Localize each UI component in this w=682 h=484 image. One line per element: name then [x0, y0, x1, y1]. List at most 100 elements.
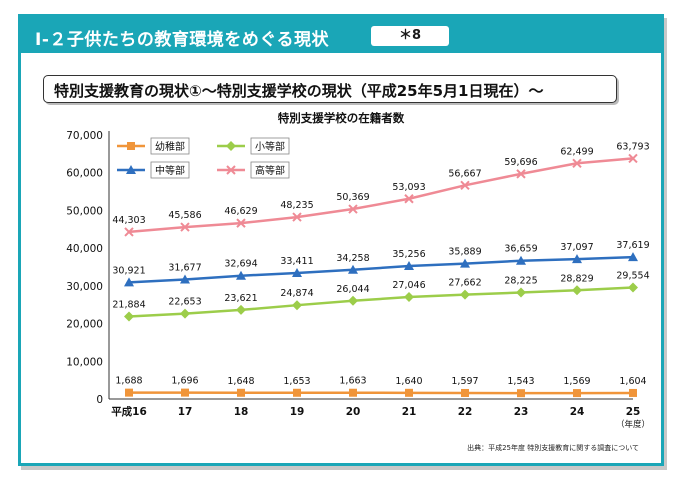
legend-label-box — [150, 137, 190, 155]
data-label: 34,258 — [336, 253, 369, 264]
y-tick-label: 20,000 — [66, 319, 103, 331]
legend-marker — [226, 141, 236, 151]
y-tick-label: 50,000 — [66, 205, 103, 217]
data-point — [517, 389, 525, 398]
x-unit-label: （年度） — [616, 419, 650, 430]
data-point — [292, 300, 302, 311]
data-point — [629, 388, 637, 397]
legend-marker — [127, 142, 135, 150]
series-line-0 — [128, 391, 634, 395]
data-point — [404, 261, 414, 271]
x-tick-label: 19 — [290, 406, 305, 418]
data-label: 1,569 — [563, 376, 590, 387]
data-point — [348, 204, 358, 214]
data-label: 21,884 — [112, 299, 145, 310]
header-title: Ⅰ-２子供たちの教育環境をめぐる現状 — [35, 30, 330, 50]
legend-label: 小等部 — [255, 140, 285, 153]
data-label: 37,619 — [616, 240, 649, 251]
x-tick-label: 平成16 — [111, 405, 147, 418]
legend-label-box — [150, 161, 190, 179]
data-point — [461, 388, 469, 397]
data-point — [124, 311, 134, 322]
data-point — [348, 295, 358, 306]
data-label: 32,694 — [224, 259, 257, 270]
data-label: 23,621 — [224, 293, 257, 304]
slide-card: Ⅰ-２子供たちの教育環境をめぐる現状 ＊8 特別支援教育の現状①～特別支援学校の… — [18, 14, 664, 466]
data-label: 37,097 — [560, 242, 593, 253]
data-label: 28,829 — [560, 273, 593, 284]
data-point — [404, 194, 414, 204]
data-label: 30,921 — [112, 265, 145, 276]
data-label: 36,659 — [504, 244, 537, 255]
data-point — [125, 388, 133, 397]
data-label: 35,889 — [448, 247, 481, 258]
data-point — [572, 254, 582, 264]
data-point — [628, 252, 638, 262]
data-label: 1,696 — [171, 376, 198, 387]
data-label: 1,543 — [507, 376, 534, 387]
data-label: 59,696 — [504, 157, 537, 168]
x-tick-label: 24 — [570, 406, 585, 418]
data-point — [236, 304, 246, 315]
data-point — [460, 258, 470, 268]
data-point — [516, 255, 526, 265]
legend-label: 中等部 — [155, 164, 185, 177]
data-point — [124, 227, 134, 237]
data-point — [181, 388, 189, 397]
data-label: 1,640 — [395, 376, 422, 387]
data-label: 63,793 — [616, 141, 649, 152]
data-label: 33,411 — [280, 256, 313, 267]
data-label: 27,046 — [392, 280, 425, 291]
data-point — [292, 267, 302, 277]
data-label: 1,663 — [339, 376, 366, 387]
data-label: 56,667 — [448, 168, 481, 179]
section-title: 特別支援教育の現状①～特別支援学校の現状（平成25年5月1日現在）～ — [54, 82, 544, 100]
legend-label: 高等部 — [255, 164, 285, 177]
data-label: 1,653 — [283, 376, 310, 387]
series-line-3 — [128, 157, 634, 234]
data-label: 44,303 — [112, 215, 145, 226]
x-tick-label: 21 — [402, 406, 417, 418]
data-label: 62,499 — [560, 146, 593, 157]
data-point — [293, 388, 301, 397]
data-label: 45,586 — [168, 210, 201, 221]
data-point — [292, 212, 302, 222]
data-point — [180, 308, 190, 319]
x-tick-label: 22 — [458, 406, 473, 418]
data-point — [460, 180, 470, 190]
data-point — [124, 277, 134, 287]
data-label: 29,554 — [616, 271, 649, 282]
y-tick-label: 40,000 — [66, 243, 103, 255]
y-tick-label: 0 — [96, 394, 103, 406]
data-label: 22,653 — [168, 297, 201, 308]
series-line-2 — [128, 255, 634, 284]
data-label: 31,677 — [168, 263, 201, 274]
data-point — [405, 388, 413, 397]
data-point — [516, 287, 526, 298]
data-label: 53,093 — [392, 182, 425, 193]
data-label: 1,648 — [227, 376, 254, 387]
data-point — [460, 289, 470, 300]
y-tick-label: 70,000 — [66, 130, 103, 142]
data-label: 46,629 — [224, 206, 257, 217]
legend-label-box — [250, 137, 290, 155]
line-chart: 70,000 60,000 50,000 40,000 30,000 20,000 10,0… — [66, 130, 650, 430]
data-point — [516, 169, 526, 179]
data-point — [404, 291, 414, 302]
x-tick-label: 18 — [234, 406, 249, 418]
y-tick-label: 30,000 — [66, 281, 103, 293]
data-point — [236, 218, 246, 228]
data-label: 27,662 — [448, 278, 481, 289]
data-point — [180, 222, 190, 232]
x-tick-label: 20 — [346, 406, 361, 418]
data-label: 50,369 — [336, 192, 369, 203]
data-point — [236, 270, 246, 280]
data-point — [628, 153, 638, 164]
data-point — [349, 388, 357, 397]
section-title-box: 特別支援教育の現状①～特別支援学校の現状（平成25年5月1日現在）～ — [43, 75, 617, 103]
header-badge: ＊8 — [371, 26, 449, 46]
header-band: Ⅰ-２子供たちの教育環境をめぐる現状 ＊8 — [21, 17, 661, 53]
data-label: 28,225 — [504, 276, 537, 287]
data-point — [180, 274, 190, 284]
x-tick-label: 17 — [178, 406, 193, 418]
